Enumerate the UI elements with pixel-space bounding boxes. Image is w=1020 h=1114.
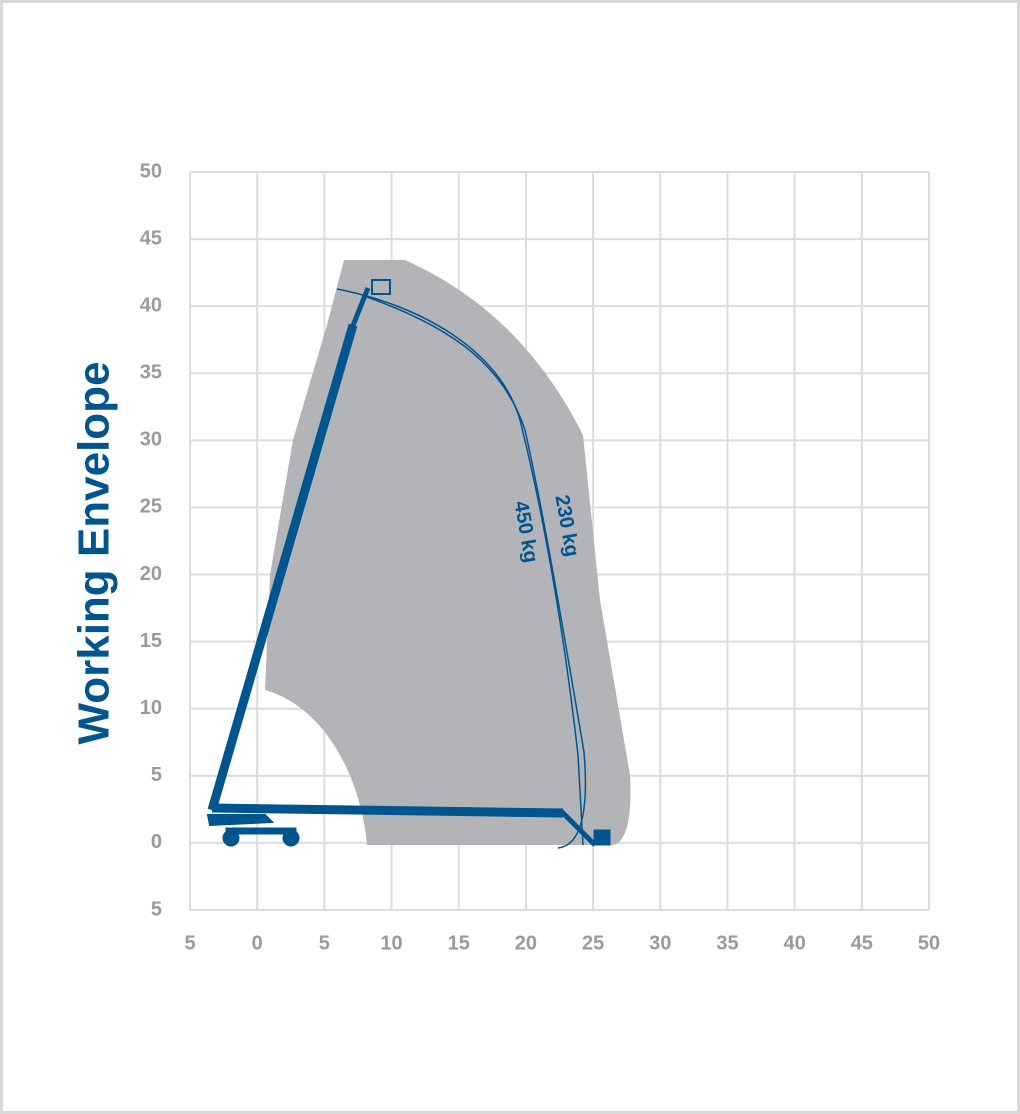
x-tick-label: 35 [716,932,738,954]
lower-boom [211,803,564,818]
turret [206,814,275,827]
chart-title: Working Envelope [70,361,119,744]
wheel [222,829,240,847]
x-tick-label: 15 [448,932,470,954]
y-tick-label: 30 [140,429,162,451]
axes: 5 0 5 10 15 20 25 30 35 40 45 505051015202530354045… [140,160,940,954]
chassis [225,827,297,835]
x-tick-label: 30 [649,932,671,954]
y-tick-label: 10 [140,697,162,719]
x-tick-label: 40 [784,932,806,954]
main-boom [207,323,358,812]
y-tick-label: 45 [140,227,162,249]
y-tick-label: 25 [140,496,162,518]
wheel [282,829,300,847]
x-tick-label: 5 [184,932,195,954]
load-curve-450 [366,296,587,849]
upper-basket [371,279,391,295]
x-tick-label: 10 [380,932,402,954]
jib [349,287,371,329]
load-curve-230 [336,288,584,846]
x-tick-label: 5 [319,932,330,954]
y-tick-label: 50 [140,160,162,182]
x-tick-label: 45 [851,932,873,954]
y-tick-label: 40 [140,294,162,316]
machine [206,279,611,847]
x-tick-label: 25 [582,932,604,954]
y-tick-label: 5 [151,898,162,920]
x-tick-label: 0 [252,932,263,954]
envelope-area [265,260,631,845]
lower-jib [558,808,597,847]
y-tick-label: 0 [151,831,162,853]
y-tick-label: 15 [140,630,162,652]
lower-basket [593,829,611,846]
x-tick-label: 20 [515,932,537,954]
y-tick-label: 20 [140,563,162,585]
y-tick-label: 35 [140,362,162,384]
x-tick-label: 50 [918,932,940,954]
y-tick-label: 5 [151,764,162,786]
